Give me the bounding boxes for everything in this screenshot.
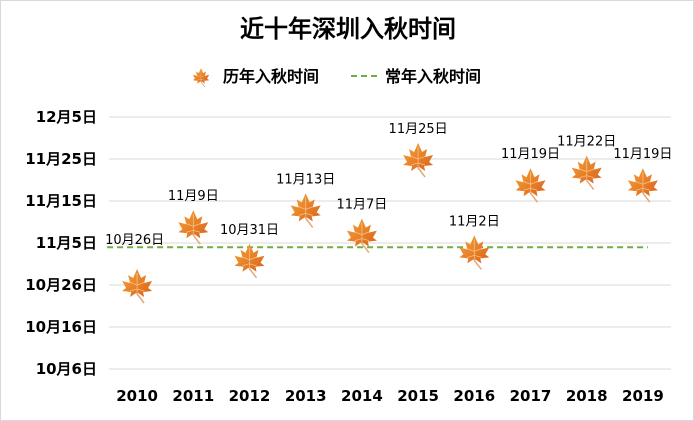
data-points [121,142,659,304]
maple-leaf-icon [458,234,491,271]
data-label: 11月19日 [501,147,560,162]
x-tick-label: 2017 [510,387,552,405]
maple-leaf-icon [514,167,547,203]
data-label: 11月7日 [336,198,387,213]
y-tick-label: 10月6日 [36,360,97,378]
maple-leaf-icon [177,209,210,245]
maple-leaf-icon [627,167,659,203]
data-label: 10月31日 [220,223,279,238]
y-tick-label: 11月5日 [36,234,97,252]
data-label: 11月19日 [613,147,672,162]
maple-leaf-icon [289,192,322,229]
x-tick-label: 2018 [566,387,608,405]
x-axis-ticks: 2010 2011 2012 2013 2014 2015 2016 2017 2018 2019 [116,387,664,405]
y-tick-label: 10月26日 [25,276,97,294]
x-tick-label: 2014 [341,387,383,405]
legend-label-1: 常年入秋时间 [385,67,481,86]
data-label: 11月25日 [389,122,448,137]
y-tick-label: 11月15日 [25,192,97,210]
y-axis-ticks: 10月6日 10月16日 10月26日 11月5日 11月15日 11月25日 12月5日 [25,108,97,378]
x-tick-label: 2013 [285,387,327,405]
legend-maple-leaf-icon [192,67,210,88]
maple-leaf-icon [121,268,153,304]
y-tick-label: 11月25日 [25,150,97,168]
maple-leaf-icon [233,243,266,279]
x-tick-label: 2011 [172,387,214,405]
gridlines [109,116,671,370]
data-labels: 11月9日10月31日11月13日11月7日11月25日11月2日11月19日1… [168,122,673,238]
x-tick-label: 2015 [397,387,439,405]
average-series: 10月26日 [105,233,648,249]
x-tick-label: 2019 [622,387,664,405]
y-tick-label: 12月5日 [36,108,97,126]
x-tick-label: 2012 [229,387,271,405]
average-line-label: 10月26日 [105,233,164,248]
data-label: 11月13日 [276,172,335,187]
data-label: 11月2日 [449,214,500,229]
data-label: 11月22日 [557,135,616,150]
x-tick-label: 2016 [453,387,495,405]
legend-label-0: 历年入秋时间 [223,67,319,86]
x-tick-label: 2010 [116,387,158,405]
chart-title: 近十年深圳入秋时间 [240,14,456,43]
maple-leaf-icon [402,142,434,178]
legend: 历年入秋时间 常年入秋时间 [192,67,481,88]
data-label: 11月9日 [168,189,219,204]
maple-leaf-icon [570,154,603,191]
y-tick-label: 10月16日 [25,318,97,336]
